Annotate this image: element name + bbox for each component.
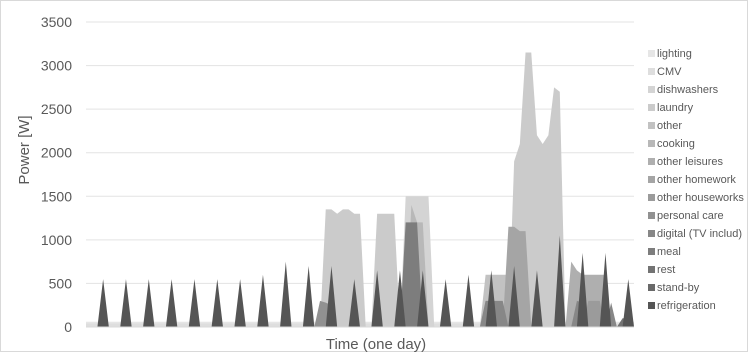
legend-label: lighting — [657, 48, 692, 60]
y-tick-label: 2500 — [41, 101, 72, 117]
legend-label: meal — [657, 246, 681, 258]
legend-swatch — [648, 176, 655, 183]
legend-label: other leisures — [657, 156, 724, 168]
legend-label: other houseworks — [657, 192, 744, 204]
legend-label: personal care — [657, 210, 724, 222]
legend-label: digital (TV includ) — [657, 228, 742, 240]
y-tick-label: 500 — [49, 275, 73, 291]
legend-swatch — [648, 122, 655, 129]
legend-label: cooking — [657, 138, 695, 150]
legend-swatch — [648, 284, 655, 291]
legend-swatch — [648, 68, 655, 75]
series-area-other-homework — [86, 226, 634, 327]
legend-swatch — [648, 266, 655, 273]
series-area-refrigeration — [86, 235, 634, 327]
legend-swatch — [648, 302, 655, 309]
legend-label: other — [657, 120, 682, 132]
legend-label: dishwashers — [657, 84, 719, 96]
legend: lighting CMV dishwashers laundry other cookin… — [648, 48, 744, 312]
series-area-digital-tv-includ — [86, 300, 634, 327]
y-tick-labels: 0 500 1000 1500 2000 2500 3000 3500 — [41, 14, 72, 335]
y-tick-label: 3500 — [41, 14, 72, 30]
legend-swatch — [648, 86, 655, 93]
legend-swatch — [648, 212, 655, 219]
y-tick-label: 3000 — [41, 58, 72, 74]
y-axis-title: Power [W] — [16, 115, 33, 184]
legend-swatch — [648, 248, 655, 255]
x-axis-title: Time (one day) — [326, 336, 426, 352]
y-tick-label: 1500 — [41, 188, 72, 204]
legend-label: CMV — [657, 66, 682, 78]
y-tick-label: 1000 — [41, 232, 72, 248]
legend-swatch — [648, 230, 655, 237]
y-tick-label: 0 — [64, 319, 72, 335]
legend-label: rest — [657, 264, 675, 276]
legend-label: laundry — [657, 102, 694, 114]
legend-swatch — [648, 140, 655, 147]
series-areas — [86, 52, 634, 327]
y-tick-label: 2000 — [41, 145, 72, 161]
legend-label: stand-by — [657, 282, 700, 294]
legend-label: other homework — [657, 174, 736, 186]
legend-swatch — [648, 194, 655, 201]
legend-swatch — [648, 158, 655, 165]
legend-swatch — [648, 50, 655, 57]
series-area-laundry — [86, 52, 634, 327]
legend-swatch — [648, 104, 655, 111]
legend-label: refrigeration — [657, 300, 716, 312]
